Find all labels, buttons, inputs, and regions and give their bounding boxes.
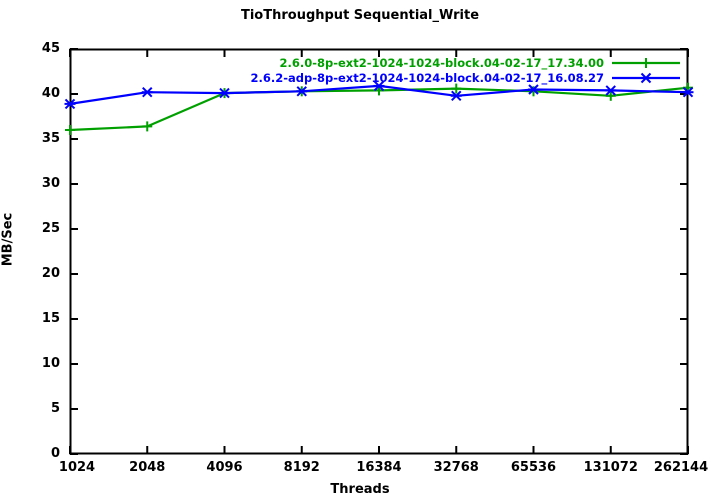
data-point-marker bbox=[528, 86, 539, 97]
chart-title: TioThroughput Sequential_Write bbox=[240, 8, 480, 23]
x-tick-label: 2048 bbox=[129, 460, 166, 475]
legend-sample-lines bbox=[612, 58, 680, 84]
x-tick-label: 65536 bbox=[510, 460, 557, 475]
data-point-marker bbox=[141, 86, 153, 98]
x-tick-label: 32768 bbox=[433, 460, 479, 475]
axis-tick-marks bbox=[69, 48, 689, 455]
data-point-marker bbox=[451, 83, 462, 94]
data-point-marker bbox=[605, 85, 617, 96]
y-tick-label: 25 bbox=[41, 221, 60, 236]
data-point-marker bbox=[65, 125, 75, 135]
x-tick-label: 4096 bbox=[206, 460, 243, 475]
axes-frame bbox=[69, 48, 689, 455]
data-point-marker bbox=[296, 86, 308, 97]
x-axis-title: Threads bbox=[330, 482, 390, 497]
data-point-marker bbox=[605, 90, 616, 101]
y-tick-label: 30 bbox=[41, 176, 60, 191]
y-tick-label: 5 bbox=[50, 401, 60, 416]
x-tick-label: 131072 bbox=[583, 460, 638, 475]
data-point-marker bbox=[142, 121, 153, 132]
y-tick-label: 40 bbox=[41, 86, 60, 101]
data-point-marker bbox=[682, 86, 694, 98]
legend-item-label-1: 2.6.0-8p-ext2-1024-1024-block.04-02-17_1… bbox=[279, 56, 604, 70]
x-tick-label: 1024 bbox=[58, 460, 96, 475]
y-tick-label: 0 bbox=[50, 446, 60, 461]
y-tick-label: 20 bbox=[41, 266, 60, 281]
data-point-marker bbox=[641, 58, 651, 68]
x-tick-label: 8192 bbox=[283, 460, 320, 475]
data-point-marker bbox=[219, 87, 230, 99]
data-point-marker bbox=[640, 72, 652, 84]
data-point-marker bbox=[373, 80, 385, 92]
legend-item-label-2: 2.6.2-adp-8p-ext2-1024-1024-block.04-02-… bbox=[250, 71, 604, 85]
x-tick-label: 262144 bbox=[653, 460, 709, 475]
y-tick-label: 10 bbox=[41, 356, 60, 371]
data-point-marker bbox=[528, 84, 539, 95]
data-point-marker bbox=[64, 98, 76, 110]
data-series-group bbox=[64, 80, 694, 135]
y-tick-label: 45 bbox=[41, 41, 60, 56]
data-point-marker bbox=[450, 90, 462, 102]
y-tick-label: 35 bbox=[41, 131, 60, 146]
x-tick-label: 16384 bbox=[356, 460, 402, 475]
y-tick-label: 15 bbox=[41, 311, 60, 326]
